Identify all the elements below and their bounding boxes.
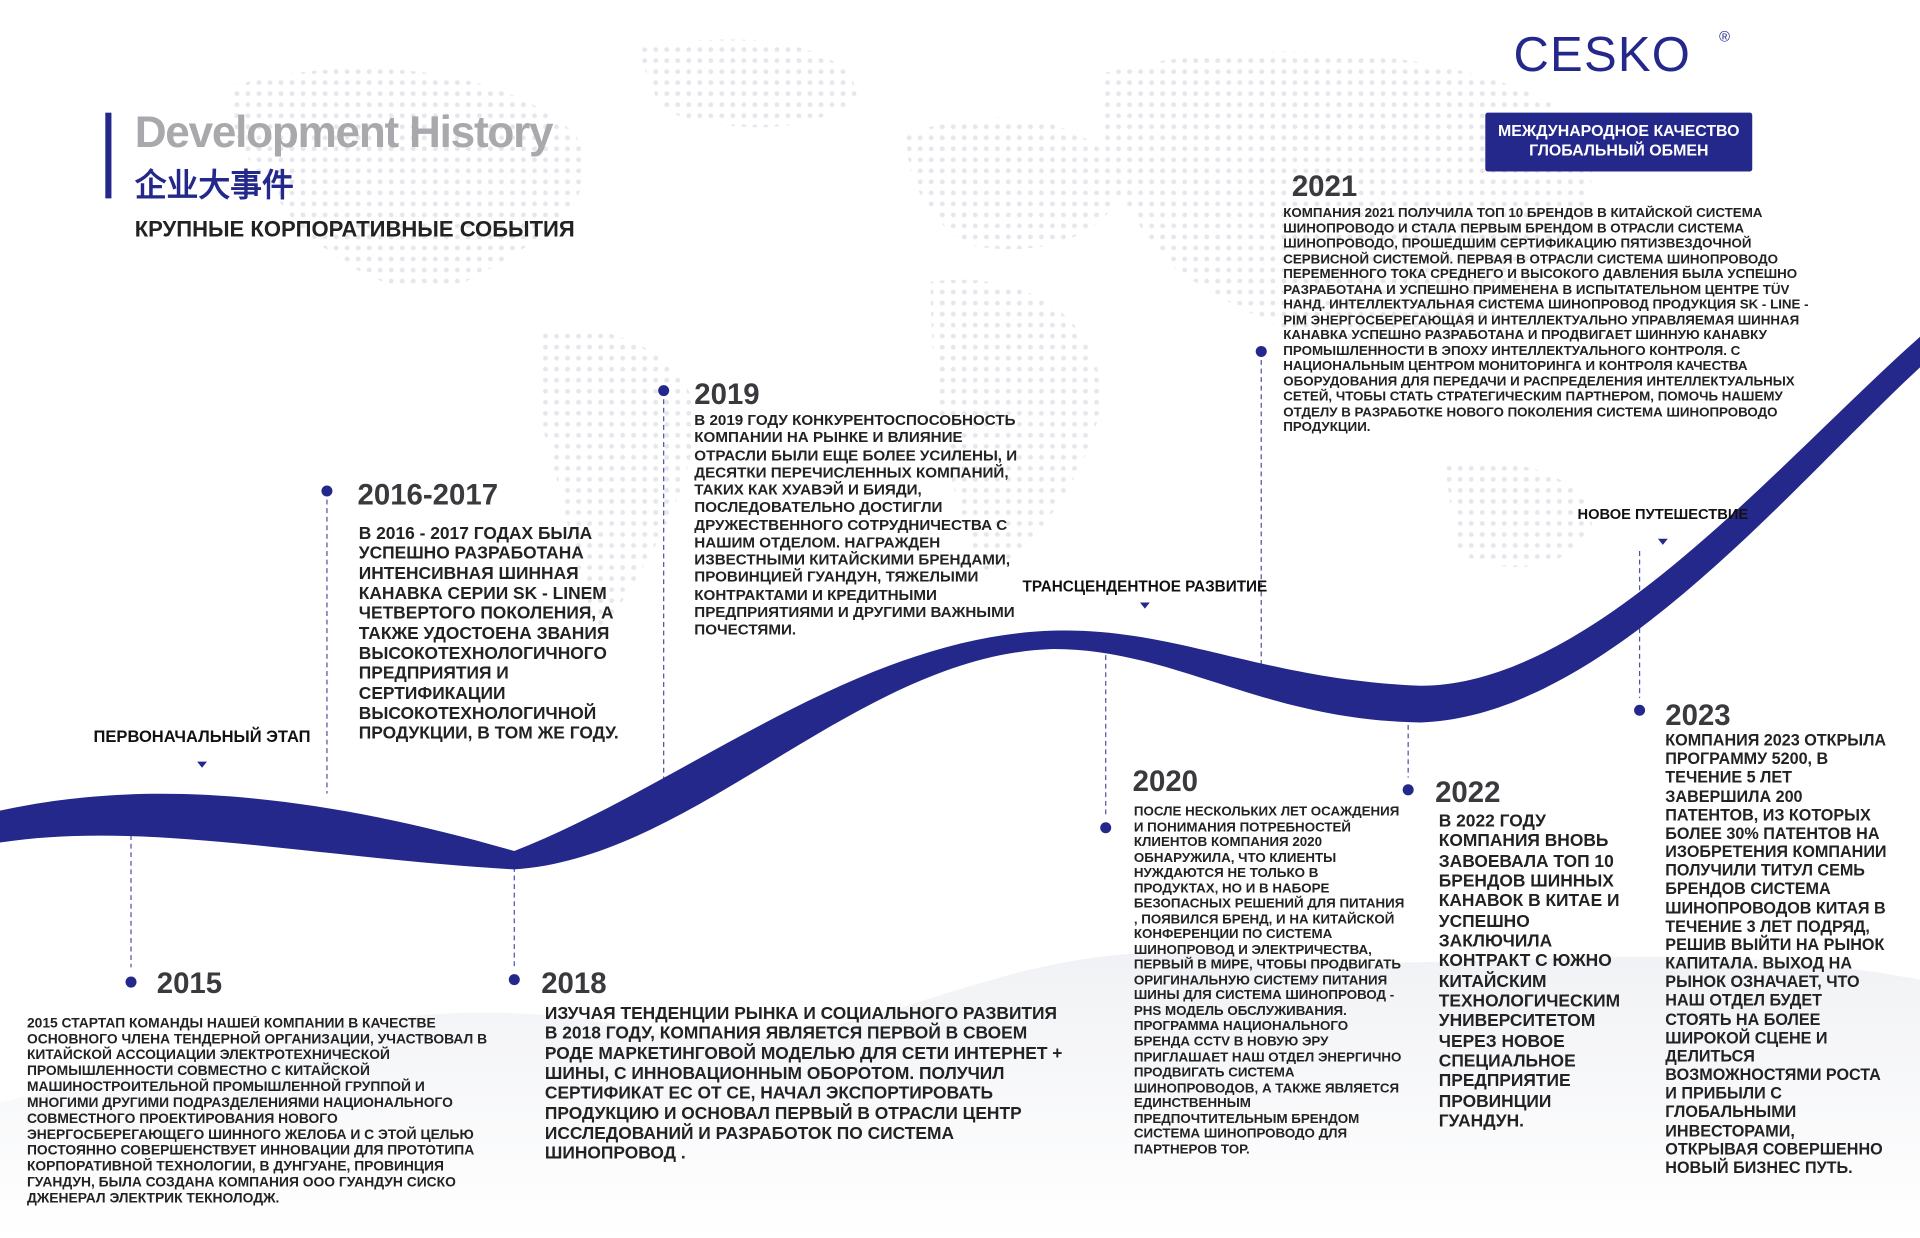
event-year: 2021 bbox=[1292, 170, 1357, 203]
brand-mark: ® bbox=[1719, 30, 1730, 46]
event-text-box: В 2016 - 2017 ГОДАХ БЫЛА УСПЕШНО РАЗРАБО… bbox=[358, 524, 619, 744]
stage-arrow bbox=[197, 761, 207, 768]
event-year: 2018 bbox=[541, 967, 606, 1000]
title-cn: 企业大事件 bbox=[135, 167, 294, 203]
event-text: В 2022 ГОДУ КОМПАНИЯ ВНОВЬ ЗАВОЕВАЛА ТОП… bbox=[1438, 811, 1621, 1132]
event-text: ПОСЛЕ НЕСКОЛЬКИХ ЛЕТ ОСАЖДЕНИЯ И ПОНИМАН… bbox=[1133, 804, 1405, 1157]
event-text-box: КОМПАНИЯ 2021 ПОЛУЧИЛА ТОП 10 БРЕНДОВ В … bbox=[1283, 205, 1809, 436]
brand-logo: CESKO bbox=[1513, 28, 1691, 82]
event-dot bbox=[321, 485, 333, 497]
event-year: 2016-2017 bbox=[358, 479, 498, 512]
event-dot bbox=[125, 976, 137, 988]
event-dot bbox=[508, 974, 520, 986]
event-text: КОМПАНИЯ 2021 ПОЛУЧИЛА ТОП 10 БРЕНДОВ В … bbox=[1283, 205, 1809, 436]
stage-label: ТРАНСЦЕНДЕНТНОЕ РАЗВИТИЕ bbox=[1023, 578, 1268, 595]
badge-line: ГЛОБАЛЬНЫЙ ОБМЕН bbox=[1529, 141, 1708, 160]
title-bar bbox=[105, 112, 112, 199]
event-text-box: В 2022 ГОДУ КОМПАНИЯ ВНОВЬ ЗАВОЕВАЛА ТОП… bbox=[1438, 811, 1621, 1132]
event-text: В 2016 - 2017 ГОДАХ БЫЛА УСПЕШНО РАЗРАБО… bbox=[358, 524, 619, 744]
event-dot bbox=[1255, 345, 1267, 357]
event-year: 2019 bbox=[694, 378, 759, 411]
stage-label: ПЕРВОНАЧАЛЬНЫЙ ЭТАП bbox=[94, 727, 311, 746]
event-text-box: ПОСЛЕ НЕСКОЛЬКИХ ЛЕТ ОСАЖДЕНИЯ И ПОНИМАН… bbox=[1133, 804, 1405, 1157]
mist-hills bbox=[0, 952, 1920, 1238]
event-year: 2023 bbox=[1665, 699, 1730, 732]
stage-arrow bbox=[1140, 602, 1150, 609]
event-text-box: КОМПАНИЯ 2023 ОТКРЫЛА ПРОГРАММУ 5200, В … bbox=[1665, 731, 1887, 1177]
subtitle: КРУПНЫЕ КОРПОРАТИВНЫЕ СОБЫТИЯ bbox=[135, 216, 575, 241]
event-dot bbox=[1100, 822, 1112, 834]
event-year: 2022 bbox=[1435, 776, 1500, 809]
event-dot bbox=[1402, 784, 1414, 796]
badge bbox=[1485, 112, 1753, 172]
timeline-wave bbox=[0, 336, 1920, 870]
stage-label: НОВОЕ ПУТЕШЕСТВИЕ bbox=[1577, 507, 1748, 523]
world-map bbox=[230, 39, 1594, 637]
event-dot bbox=[658, 385, 670, 397]
event-text-box: В 2019 ГОДУ КОНКУРЕНТОСПОСОБНОСТЬ КОМПАН… bbox=[694, 411, 1018, 639]
event-text: В 2019 ГОДУ КОНКУРЕНТОСПОСОБНОСТЬ КОМПАН… bbox=[694, 411, 1018, 639]
stage-arrow bbox=[1657, 538, 1668, 545]
badge-line: МЕЖДУНАРОДНОЕ КАЧЕСТВО bbox=[1498, 123, 1739, 140]
event-year: 2020 bbox=[1133, 765, 1198, 798]
event-text: КОМПАНИЯ 2023 ОТКРЫЛА ПРОГРАММУ 5200, В … bbox=[1665, 731, 1887, 1177]
title: Development History bbox=[135, 108, 554, 157]
event-text: ИЗУЧАЯ ТЕНДЕНЦИИ РЫНКА И СОЦИАЛЬНОГО РАЗ… bbox=[544, 1004, 1063, 1164]
event-text: 2015 СТАРТАП КОМАНДЫ НАШЕЙ КОМПАНИИ В КА… bbox=[26, 1016, 488, 1206]
event-text-box: ИЗУЧАЯ ТЕНДЕНЦИИ РЫНКА И СОЦИАЛЬНОГО РАЗ… bbox=[544, 1004, 1063, 1164]
event-text-box: 2015 СТАРТАП КОМАНДЫ НАШЕЙ КОМПАНИИ В КА… bbox=[26, 1016, 488, 1206]
event-year: 2015 bbox=[157, 967, 222, 1000]
event-dot bbox=[1634, 704, 1646, 716]
